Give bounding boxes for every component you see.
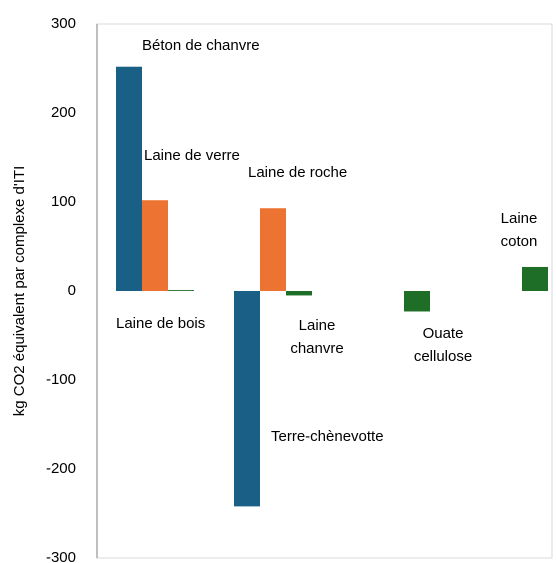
y-tick-label: 300 <box>51 15 76 32</box>
y-tick-label: 200 <box>51 104 76 121</box>
data-label: Laine coton <box>501 210 538 250</box>
bar <box>404 291 430 312</box>
y-tick-label: 0 <box>68 282 76 299</box>
y-tick-label: -300 <box>46 549 76 563</box>
data-label: Béton de chanvre <box>142 37 260 54</box>
data-label: Ouate cellulose <box>414 325 472 365</box>
y-tick-label: 100 <box>51 193 76 210</box>
y-tick-label: -200 <box>46 460 76 477</box>
bar <box>168 290 194 291</box>
y-tick-label: -100 <box>46 371 76 388</box>
bar <box>142 200 168 291</box>
bar <box>116 66 142 291</box>
bar <box>260 208 286 291</box>
data-label: Laine chanvre <box>290 317 343 357</box>
bar <box>286 291 312 296</box>
data-label: Laine de roche <box>248 164 347 181</box>
data-label: Terre-chènevotte <box>271 428 384 445</box>
bar <box>522 266 548 291</box>
bar <box>234 291 260 507</box>
data-label: Laine de bois <box>116 315 205 332</box>
y-axis-label: kg CO2 équivalent par complexe d'ITI <box>11 166 28 417</box>
data-label: Laine de verre <box>144 147 240 164</box>
